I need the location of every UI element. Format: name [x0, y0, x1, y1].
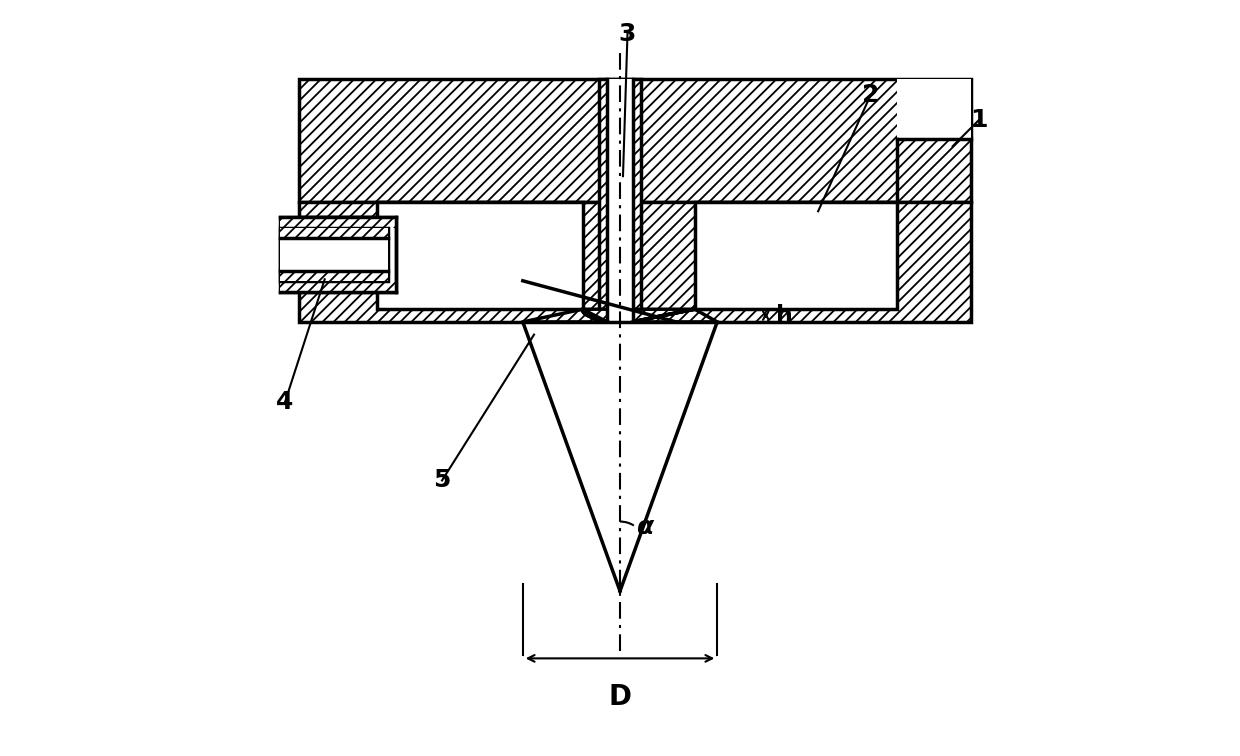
Bar	[377, 203, 583, 309]
Bar	[280, 217, 396, 228]
Bar	[280, 228, 388, 280]
Bar	[299, 217, 377, 287]
Bar	[299, 203, 616, 322]
Polygon shape	[523, 309, 616, 322]
Bar	[280, 271, 388, 280]
Text: 1: 1	[970, 108, 987, 132]
Bar	[280, 238, 388, 271]
Bar	[694, 203, 897, 309]
Text: 2: 2	[862, 83, 879, 107]
Bar	[897, 79, 971, 139]
Text: α: α	[636, 515, 653, 539]
Bar	[280, 228, 388, 238]
Bar	[299, 79, 971, 203]
Text: D: D	[609, 683, 631, 711]
Polygon shape	[624, 309, 717, 322]
Bar	[608, 79, 632, 322]
Bar	[624, 203, 971, 322]
Text: 3: 3	[619, 22, 636, 46]
Text: 5: 5	[433, 469, 451, 492]
Text: 4: 4	[277, 390, 294, 414]
Text: h: h	[776, 304, 794, 327]
Bar	[599, 79, 641, 322]
Bar	[280, 217, 396, 292]
Polygon shape	[523, 322, 717, 591]
Bar	[280, 280, 396, 292]
